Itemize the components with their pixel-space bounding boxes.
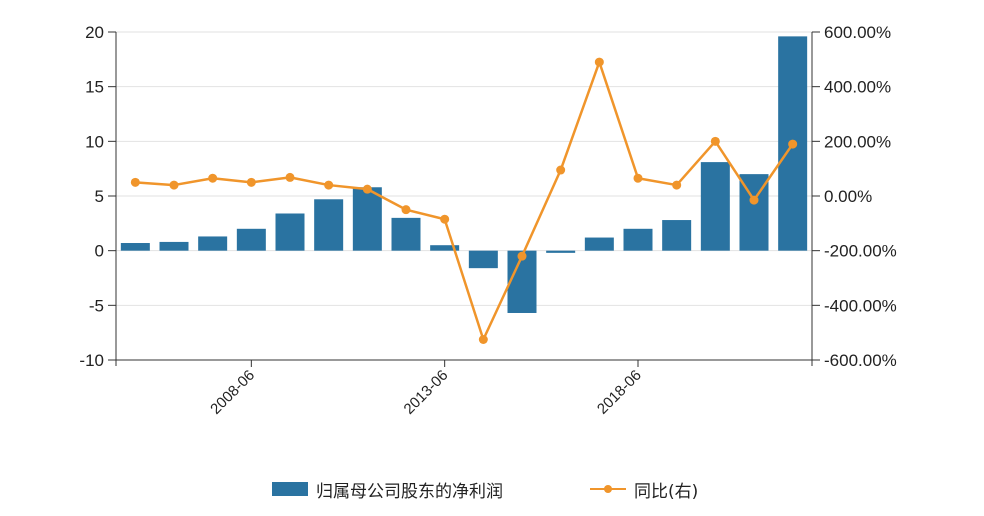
y-left-tick-label: 0: [95, 242, 104, 261]
yoy-point: [749, 195, 759, 205]
y-right-tick-label: -600.00%: [824, 351, 897, 370]
yoy-point: [478, 335, 488, 344]
yoy-point: [788, 139, 798, 149]
yoy-point: [285, 172, 295, 182]
bar: [700, 162, 730, 251]
y-right-tick-label: 600.00%: [824, 23, 891, 42]
bar: [468, 250, 498, 269]
bar: [662, 220, 692, 251]
yoy-point: [401, 205, 411, 215]
y-left-tick-label: 15: [85, 78, 104, 97]
legend-line-swatch: [590, 482, 626, 496]
legend-label-net-profit: 归属母公司股东的净利润: [316, 481, 503, 502]
chart-canvas: 20 15 10 5 0 -5 -10 600.00% 400.00% 200.00% 0.00% -…: [79, 23, 897, 418]
bar: [275, 213, 305, 251]
x-tick-label: 2013-06: [401, 367, 452, 418]
yoy-point: [440, 214, 450, 224]
yoy-point: [130, 177, 140, 187]
x-tick-label: 2018-06: [594, 367, 645, 418]
y-left-tick-label: 5: [95, 187, 104, 206]
yoy-point: [169, 180, 179, 190]
legend-item-net-profit[interactable]: 归属母公司股东的净利润: [272, 474, 503, 504]
y-right-tick-label: 200.00%: [824, 132, 891, 151]
yoy-point: [517, 251, 527, 261]
x-tick-label: 2008-06: [207, 367, 258, 418]
yoy-point: [594, 57, 604, 67]
y-left-tick-label: -5: [89, 296, 104, 315]
legend-item-yoy[interactable]: 同比(右): [590, 474, 698, 504]
bar: [198, 236, 228, 251]
bar: [120, 243, 150, 251]
y-right-tick-label: -200.00%: [824, 242, 897, 261]
yoy-point: [556, 165, 566, 175]
bar: [546, 250, 576, 253]
bar: [584, 237, 614, 251]
legend: 归属母公司股东的净利润 同比(右): [0, 474, 984, 504]
bar: [623, 228, 653, 251]
yoy-line: [135, 60, 794, 341]
bar: [159, 241, 189, 251]
y-left-tick-label: -10: [79, 351, 104, 370]
legend-bar-swatch: [272, 482, 308, 496]
y-left-tick-label: 10: [85, 132, 104, 151]
yoy-point: [633, 173, 643, 183]
yoy-point: [710, 136, 720, 146]
bar: [236, 228, 266, 251]
y-right-tick-label: 400.00%: [824, 78, 891, 97]
bar: [391, 217, 421, 251]
yoy-point: [362, 184, 372, 194]
bar: [314, 199, 344, 251]
y-left-tick-label: 20: [85, 23, 104, 42]
yoy-point: [324, 180, 334, 190]
bar: [352, 187, 382, 251]
yoy-point: [246, 177, 256, 187]
yoy-point: [208, 173, 218, 183]
legend-label-yoy: 同比(右): [634, 481, 699, 502]
yoy-point: [672, 180, 682, 190]
bar: [507, 250, 537, 313]
y-right-tick-label: 0.00%: [824, 187, 872, 206]
y-right-tick-label: -400.00%: [824, 296, 897, 315]
bar: [430, 245, 460, 251]
